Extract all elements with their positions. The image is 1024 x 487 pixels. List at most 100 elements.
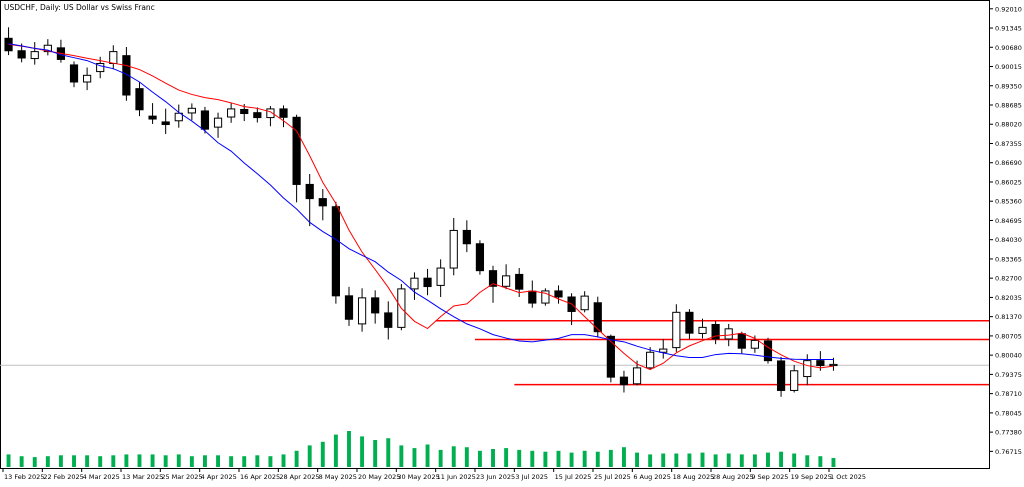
candle-body [200,110,210,130]
x-tick-label: 28 Aug 2025 [712,473,754,481]
y-tick-label: 0.77380 [995,429,1022,437]
candle-body [30,51,39,60]
candle-body [593,302,602,333]
candle-body [528,290,537,304]
x-tick-label: 13 Feb 2025 [4,473,44,481]
y-tick-label: 0.86690 [995,159,1022,167]
y-tick-label: 0.76715 [995,448,1022,456]
candle-body [750,339,759,349]
candle-body [109,51,118,64]
candle-body [685,311,694,334]
candle-body [371,297,380,314]
x-tick-label: 9 Sep 2025 [751,473,788,481]
candle-body [279,108,288,118]
y-tick-label: 0.90680 [995,44,1022,52]
x-tick-label: 4 Apr 2025 [201,473,237,481]
y-tick-label: 0.78045 [995,409,1022,417]
candle-body [436,267,445,286]
candle-body [161,121,170,126]
x-tick-label: 1 Oct 2025 [830,473,866,481]
candle-body [187,107,196,114]
candle-body [410,277,419,290]
x-tick-label: 6 Aug 2025 [633,473,671,481]
candle-body [619,376,629,386]
x-tick-label: 4 Mar 2025 [83,473,120,481]
candle-body [17,50,26,59]
x-tick-label: 15 Jul 2025 [555,473,592,481]
moving-average-line [8,43,834,371]
candle-body [488,270,498,287]
candle-body [69,64,79,83]
y-tick-label: 0.88020 [995,121,1022,129]
y-tick-label: 0.80705 [995,332,1022,340]
candle-body [213,117,223,128]
x-tick-label: 3 Jul 2025 [515,473,548,481]
y-tick-label: 0.82035 [995,294,1022,302]
candle-body [331,206,340,297]
candle-body [462,229,471,245]
candle-body [227,108,236,118]
candle-body [266,108,275,119]
y-tick-label: 0.84695 [995,217,1022,225]
y-tick-label: 0.80040 [995,352,1022,360]
x-tick-label: 18 Aug 2025 [673,473,715,481]
candle-body [475,243,485,272]
candle-body [737,333,746,349]
candle-body [43,44,52,53]
x-tick-label: 22 Feb 2025 [43,473,83,481]
candle-body [672,311,681,349]
candle-body [515,273,524,290]
candle-body [96,62,105,73]
candle-body [148,115,157,120]
y-tick-label: 0.81370 [995,313,1022,321]
candle-body [554,290,563,298]
candle-body [122,55,131,96]
candle-body [135,88,144,111]
y-tick-label: 0.89350 [995,82,1022,90]
candle-body [698,326,707,334]
candle-body [632,367,642,385]
x-tick-label: 23 Jun 2025 [476,473,515,481]
candle-body [541,290,550,304]
y-tick-label: 0.78710 [995,390,1022,398]
candle-body [829,363,838,367]
x-tick-label: 11 Jun 2025 [437,473,476,481]
moving-average-line [8,43,834,360]
x-tick-label: 28 Apr 2025 [279,473,319,481]
y-tick-label: 0.90015 [995,63,1022,71]
candle-body [816,360,825,367]
candle-body [502,275,511,287]
candle-body [384,312,393,328]
y-tick-label: 0.79375 [995,371,1022,379]
candle-body [580,295,589,311]
candle-body [659,348,668,353]
candle-body [724,328,733,340]
candle-body [305,183,314,200]
candle-body [776,360,786,391]
candle-body [449,229,458,269]
candle-body [83,74,92,83]
candle-body [763,340,773,362]
y-tick-label: 0.83365 [995,255,1022,263]
x-tick-label: 8 May 2025 [319,473,357,481]
x-tick-label: 16 Apr 2025 [240,473,280,481]
candle-body [174,112,183,122]
y-tick-label: 0.92010 [995,5,1022,13]
candle-body [357,297,367,325]
y-tick-label: 0.91345 [995,25,1022,33]
y-tick-label: 0.85360 [995,198,1022,206]
x-tick-label: 25 Jul 2025 [594,473,631,481]
candle-body [790,370,799,391]
candle-body [292,116,301,185]
candle-body [318,198,327,207]
candle-body [646,351,655,369]
candle-body [240,108,249,115]
y-tick-label: 0.86025 [995,178,1022,186]
x-tick-label: 30 May 2025 [397,473,439,481]
candle-body [253,112,262,119]
x-tick-label: 25 Mar 2025 [161,473,202,481]
candle-body [803,360,812,378]
candle-body [711,323,720,340]
